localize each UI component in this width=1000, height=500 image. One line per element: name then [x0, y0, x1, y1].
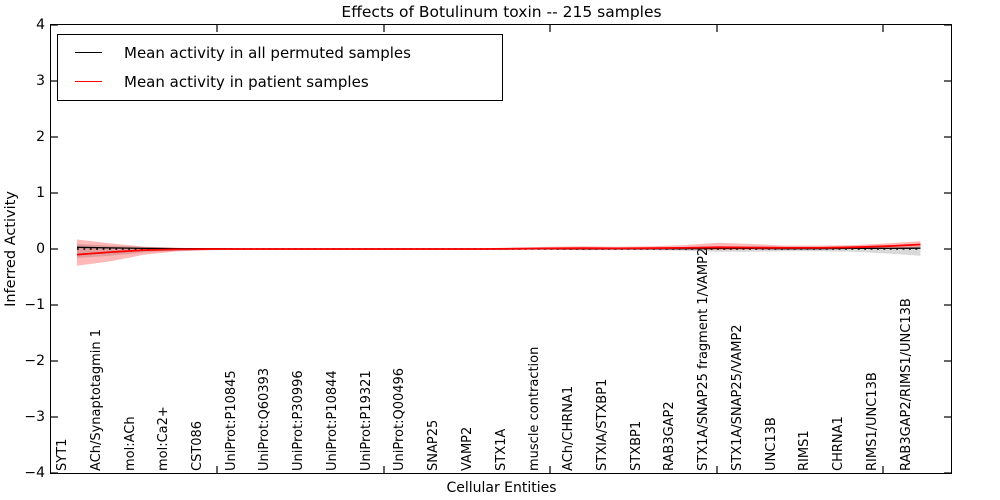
y-tick-label: 4: [36, 17, 45, 33]
x-axis-label: Cellular Entities: [446, 480, 557, 496]
y-tick-label: −1: [24, 297, 45, 313]
x-tick-label: UniProt:P19321: [358, 370, 374, 471]
x-tick-label: UniProt:Q00496: [392, 367, 408, 471]
x-tick-label: mol:ACh: [122, 416, 138, 471]
x-tick-label: ACh/CHRNA1: [561, 385, 577, 471]
y-tick-label: 2: [36, 129, 45, 145]
legend-line-patient-icon: [75, 81, 102, 82]
x-tick-label: UniProt:P30996: [291, 370, 307, 471]
x-tick-label: STXBP1: [628, 420, 644, 471]
y-tick-label: 1: [36, 185, 45, 201]
legend: Mean activity in all permuted samples Me…: [57, 34, 503, 101]
x-tick-label: RIMS1/UNC13B: [864, 372, 880, 471]
x-tick-label: UniProt:P10844: [324, 370, 340, 471]
chart-title: Effects of Botulinum toxin -- 215 sample…: [341, 3, 662, 21]
legend-entry-patient: Mean activity in patient samples: [58, 67, 502, 96]
x-tick-label: CST086: [190, 420, 205, 471]
plot-area: SYT1 ACh/Synaptotagmin 1 mol:ACh mol:Ca2+ CS…: [50, 24, 952, 474]
y-tick-label: −3: [24, 409, 45, 425]
x-tick-label: VAMP2: [459, 426, 475, 471]
x-tick-label: RIMS1: [797, 430, 813, 471]
x-tick-label: RAB3GAP2/RIMS1/UNC13B: [898, 298, 914, 471]
x-tick-label: SNAP25: [426, 419, 442, 471]
x-tick-label: UniProt:Q60393: [257, 367, 273, 471]
x-tick-label: UniProt:P10845: [223, 370, 239, 471]
x-tick-label: STXIA/STXBP1: [594, 378, 610, 471]
x-tick-label: SYT1: [55, 438, 70, 471]
x-tick-label: ACh/Synaptotagmin 1: [88, 328, 104, 471]
x-tick-label: muscle contraction: [527, 346, 543, 471]
legend-label-permuted: Mean activity in all permuted samples: [124, 43, 411, 62]
y-tick-label: −4: [24, 465, 45, 481]
y-tick-label: 0: [36, 241, 45, 257]
x-tick-label: mol:Ca2+: [156, 406, 172, 471]
x-tick-label: RAB3GAP2: [662, 401, 678, 471]
x-tick-label: STX1A/SNAP25/VAMP2: [729, 324, 745, 471]
x-tick-label: STX1A/SNAP25 fragment 1/VAMP2: [696, 247, 712, 471]
x-tick-label: CHRNA1: [831, 416, 846, 471]
x-tick-label: UNC13B: [763, 417, 779, 471]
legend-line-permuted-icon: [75, 52, 102, 53]
x-tick-label: STX1A: [493, 428, 509, 471]
legend-entry-permuted: Mean activity in all permuted samples: [58, 38, 502, 67]
y-tick-label: −2: [24, 353, 45, 369]
y-tick-label: 3: [36, 73, 45, 89]
legend-label-patient: Mean activity in patient samples: [124, 72, 369, 91]
